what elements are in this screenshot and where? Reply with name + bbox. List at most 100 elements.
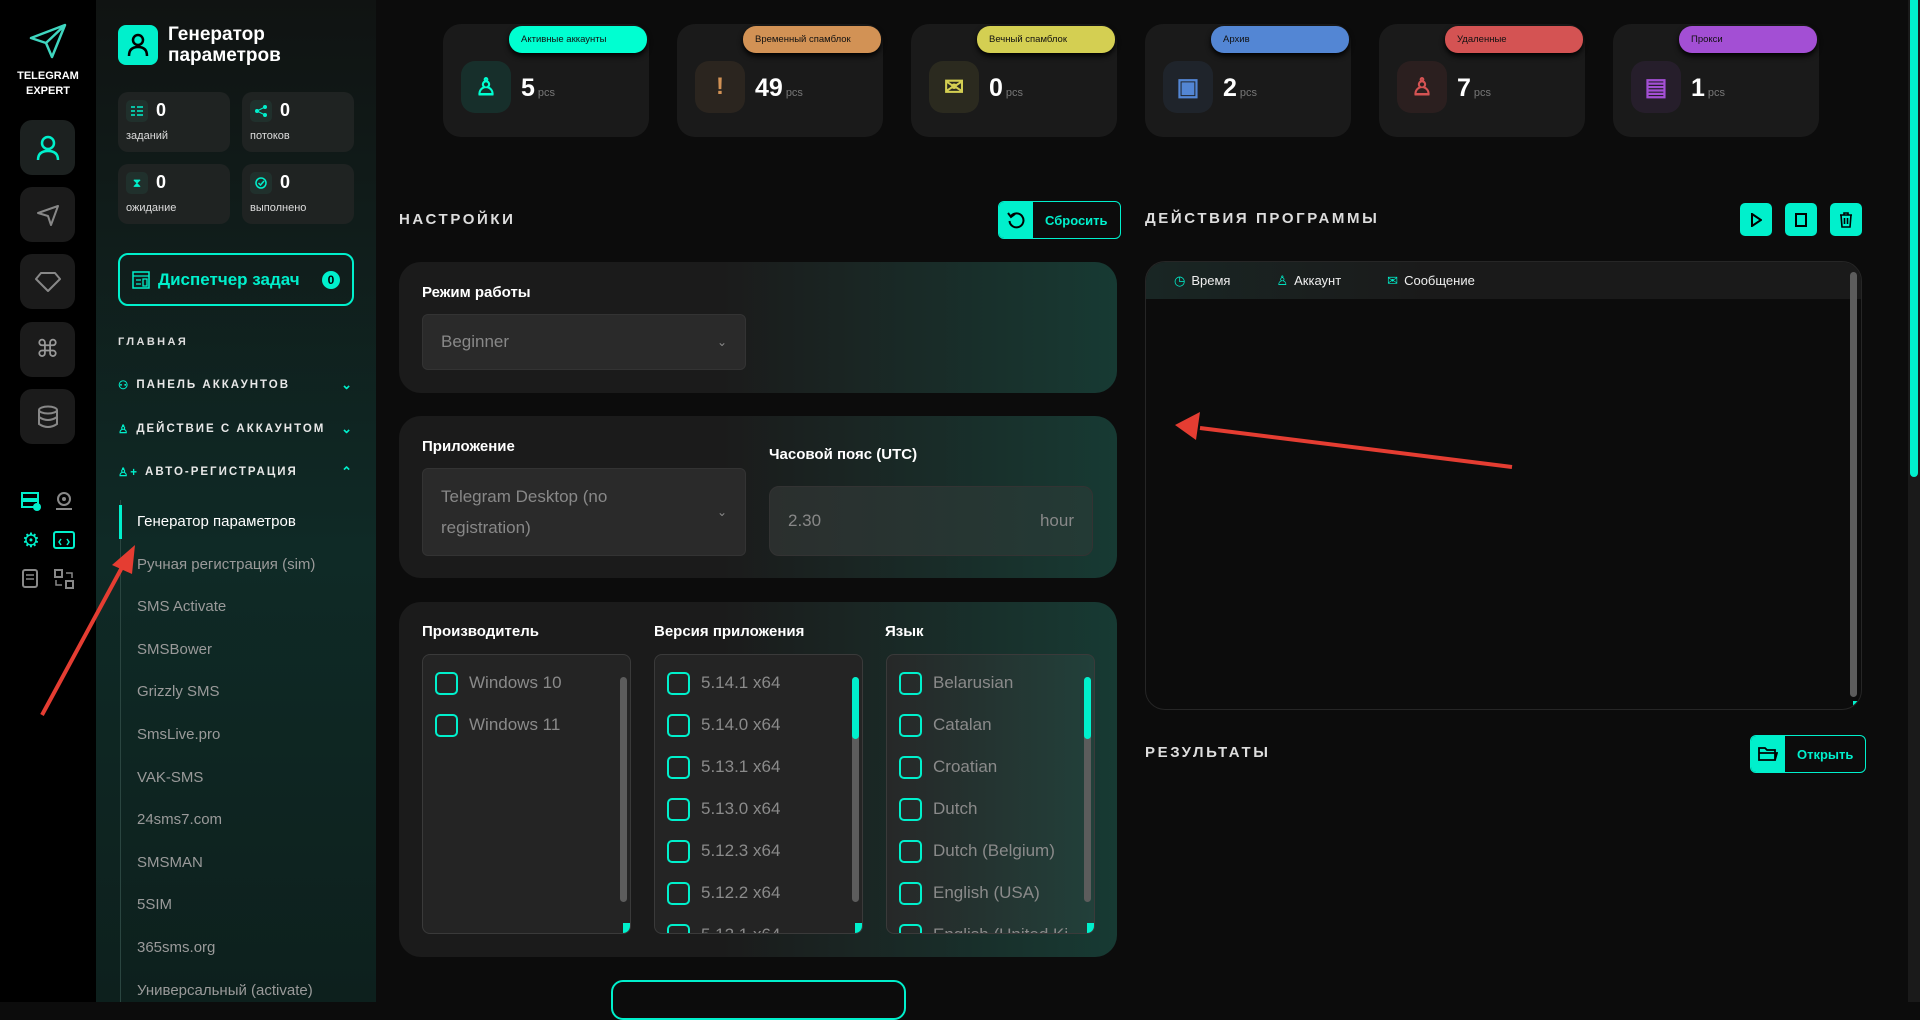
- submenu-item[interactable]: 5SIM: [137, 896, 173, 914]
- checklist-icon[interactable]: [20, 568, 42, 590]
- page-scrollbar[interactable]: [1908, 0, 1920, 1002]
- submenu-item[interactable]: 365sms.org: [137, 939, 216, 956]
- start-generation-button[interactable]: [611, 980, 906, 1020]
- checkbox-item[interactable]: Windows 11: [423, 704, 630, 746]
- gear-icon[interactable]: ⚙: [22, 529, 40, 552]
- checkbox[interactable]: [667, 839, 690, 863]
- language-list[interactable]: Belarusian Catalan Croatian Dutch Dutch (Bel…: [886, 654, 1095, 934]
- scrollbar[interactable]: [852, 677, 859, 902]
- checkbox-item[interactable]: Belarusian: [887, 662, 1094, 704]
- submenu-item[interactable]: SMSMAN: [137, 853, 203, 871]
- resize-grip[interactable]: [1087, 923, 1094, 933]
- checkbox-item[interactable]: 5.13.0 x64: [655, 788, 862, 830]
- rail-premium-button[interactable]: [20, 254, 75, 309]
- scrollbar[interactable]: [620, 677, 627, 902]
- rail-send-button[interactable]: [20, 187, 75, 242]
- list-icon: [126, 100, 148, 122]
- card-value: 49 pcs: [755, 74, 803, 102]
- folder-user-icon: ▣: [1163, 61, 1213, 113]
- checkbox-item[interactable]: Windows 10: [423, 662, 630, 704]
- timezone-input[interactable]: 2.30 hour: [769, 486, 1093, 556]
- checkbox-item[interactable]: Croatian: [887, 746, 1094, 788]
- resize-grip[interactable]: [623, 923, 630, 933]
- checkbox[interactable]: [899, 839, 922, 863]
- task-manager-button[interactable]: Диспетчер задач 0: [118, 253, 354, 306]
- stat-threads: 0 потоков: [242, 92, 354, 152]
- play-button[interactable]: [1740, 203, 1772, 236]
- checkbox-item[interactable]: Dutch: [887, 788, 1094, 830]
- icon-rail: TELEGRAM EXPERT ⌘ ⚙: [0, 0, 96, 1002]
- checkbox-item[interactable]: Catalan: [887, 704, 1094, 746]
- checkbox[interactable]: [667, 713, 690, 737]
- folder-icon: [1751, 736, 1785, 772]
- checkbox-item[interactable]: 5.14.1 x64: [655, 662, 862, 704]
- card-badge: Архив: [1211, 26, 1349, 53]
- checkbox[interactable]: [899, 797, 922, 821]
- submenu-item[interactable]: SmsLive.pro: [137, 726, 221, 743]
- code-window-icon[interactable]: [53, 529, 75, 551]
- stop-icon: [1795, 212, 1807, 227]
- card-value: 0 pcs: [989, 74, 1024, 102]
- checkbox[interactable]: [899, 713, 922, 737]
- checkbox-item[interactable]: 5.12.1 x64: [655, 914, 862, 933]
- clear-log-button[interactable]: [1830, 203, 1862, 236]
- checkbox-item[interactable]: 5.13.1 x64: [655, 746, 862, 788]
- checkbox[interactable]: [435, 671, 458, 695]
- swap-icon[interactable]: [53, 568, 75, 590]
- user-heart-icon: ♙: [461, 61, 511, 113]
- checkbox[interactable]: [667, 881, 690, 905]
- app-select[interactable]: Telegram Desktop (no registration) ⌄: [422, 468, 746, 556]
- submenu-item[interactable]: Ручная регистрация (sim): [137, 555, 316, 573]
- open-results-button[interactable]: Открыть: [1750, 735, 1867, 773]
- scrollbar[interactable]: [1084, 677, 1091, 902]
- submenu-item[interactable]: Универсальный (activate): [137, 981, 313, 999]
- checkbox-item[interactable]: English (USA): [887, 872, 1094, 914]
- checkbox[interactable]: [899, 671, 922, 695]
- stop-button[interactable]: [1785, 203, 1817, 236]
- user-icon: ♙: [118, 424, 131, 436]
- sidebar-section-accounts-panel[interactable]: ⚇ ПАНЕЛЬ АККАУНТОВ ⌄: [118, 377, 354, 392]
- rail-command-button[interactable]: ⌘: [20, 322, 75, 377]
- submenu-item[interactable]: VAK-SMS: [137, 768, 204, 786]
- submenu-item[interactable]: SMS Activate: [137, 598, 227, 616]
- manufacturer-list[interactable]: Windows 10 Windows 11: [422, 654, 631, 934]
- checkbox-item[interactable]: 5.12.3 x64: [655, 830, 862, 872]
- card-badge: Прокси: [1679, 26, 1817, 53]
- server-check-icon[interactable]: [20, 490, 42, 512]
- mode-select[interactable]: Beginner ⌄: [422, 314, 746, 370]
- stat-card: Активные аккаунты ♙ 5 pcs: [443, 24, 649, 137]
- resize-grip[interactable]: [855, 923, 862, 933]
- submenu-item[interactable]: Генератор параметров: [137, 513, 296, 530]
- checkbox[interactable]: [899, 755, 922, 779]
- checkbox-item[interactable]: 5.12.2 x64: [655, 872, 862, 914]
- page-icon: [118, 25, 158, 65]
- checkbox-item[interactable]: English (United Ki: [887, 914, 1094, 933]
- webcam-icon[interactable]: [53, 490, 75, 512]
- proxy-icon: ▤: [1631, 61, 1681, 113]
- version-list[interactable]: 5.14.1 x64 5.14.0 x64 5.13.1 x64 5.13.0 x64…: [654, 654, 863, 934]
- checkbox[interactable]: [899, 923, 922, 933]
- checkbox[interactable]: [667, 923, 690, 933]
- checkbox[interactable]: [435, 713, 458, 737]
- checkbox[interactable]: [899, 881, 922, 905]
- actions-log[interactable]: ◷ Время ♙ Аккаунт ✉ Сообщение: [1145, 261, 1862, 710]
- checkbox[interactable]: [667, 797, 690, 821]
- user-icon: ♙: [1276, 272, 1289, 288]
- settings-title: НАСТРОЙКИ: [399, 211, 516, 228]
- paper-plane-logo-icon: [29, 23, 67, 59]
- reset-button[interactable]: Сбросить: [998, 201, 1121, 239]
- rail-accounts-button[interactable]: [20, 120, 75, 175]
- checkbox-item[interactable]: 5.14.0 x64: [655, 704, 862, 746]
- submenu-item[interactable]: Grizzly SMS: [137, 683, 220, 701]
- sidebar-section-account-actions[interactable]: ♙ ДЕЙСТВИЕ С АККАУНТОМ ⌄: [118, 421, 354, 436]
- checkbox[interactable]: [667, 671, 690, 695]
- submenu-item[interactable]: SMSBower: [137, 640, 213, 658]
- checkbox-item[interactable]: Dutch (Belgium): [887, 830, 1094, 872]
- version-label: Версия приложения: [654, 623, 805, 640]
- log-scrollbar[interactable]: [1850, 272, 1857, 697]
- checkbox[interactable]: [667, 755, 690, 779]
- resize-grip[interactable]: [1853, 701, 1861, 709]
- rail-database-button[interactable]: [20, 389, 75, 444]
- sidebar-section-auto-registration[interactable]: ♙+ АВТО-РЕГИСТРАЦИЯ ⌃: [118, 464, 354, 479]
- submenu-item[interactable]: 24sms7.com: [137, 811, 223, 829]
